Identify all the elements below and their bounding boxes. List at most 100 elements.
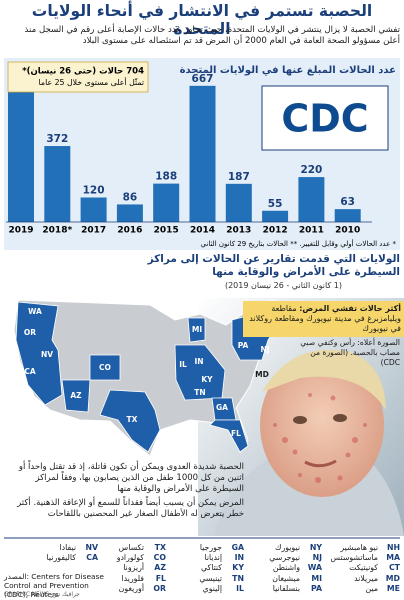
source: المصدر: Centers for Disease Control and … [4, 572, 104, 599]
state-code: TN [232, 573, 244, 583]
state-name: واشنطن [272, 563, 300, 573]
data-label: 372 [46, 133, 68, 145]
state-code: NH [386, 543, 400, 552]
state-name: تينيسي [199, 573, 222, 583]
state-name: بنسلفانيا [272, 583, 300, 593]
x-tick-label: 2019 [8, 226, 33, 236]
state-code: GA [231, 543, 244, 552]
data-label: 86 [123, 191, 138, 203]
map-label: NJ [260, 345, 269, 354]
logo-box [261, 85, 389, 151]
photo-caption: الصورة أعلاه: رأس وكتفي صبي مصاب بالحصبة… [300, 338, 400, 367]
chart-title: عدد الحالات المبلغ عنها في الولايات المت… [180, 65, 396, 76]
footnote: * عدد الحالات أولي وقابل للتغيير. ** الح… [201, 239, 397, 248]
outbreak-box: أكثر حالات تفشي المرض: مقاطعة ويليامزبرغ… [243, 301, 404, 337]
state-name: إلينوي [202, 583, 222, 593]
state-name: جورجيا [199, 543, 222, 552]
state-name: نيوجرسي [269, 553, 300, 563]
bar [189, 85, 216, 222]
bar [262, 210, 289, 222]
state-code: IN [234, 553, 244, 563]
data-label: 120 [83, 185, 105, 197]
state-code: MI [311, 573, 322, 583]
paragraph: المرض يمكن أن يسبب أيضاً فقداناً للسمع أ… [17, 498, 244, 519]
state-name: تكساس [118, 543, 144, 552]
state-code: NJ [312, 553, 322, 563]
state-name: نيويورك [275, 543, 300, 552]
map-label: NV [41, 350, 53, 359]
data-label: 667 [192, 73, 214, 85]
map-label: CO [99, 363, 111, 372]
data-label: 63 [340, 196, 355, 208]
bar [153, 183, 180, 222]
x-tick-label: 2010 [335, 226, 360, 236]
state-code: CA [86, 553, 98, 563]
state-name: كونيتيكت [349, 563, 378, 573]
data-label: 55 [268, 198, 283, 210]
map-label: PA [238, 341, 249, 350]
state-name: نيفادا [59, 543, 76, 552]
map-label: MI [192, 325, 202, 334]
bar [225, 183, 252, 222]
bar [80, 197, 107, 222]
bar [334, 209, 361, 222]
us-map [13, 299, 287, 457]
state-code: OR [153, 583, 166, 593]
paragraph: الحصبة شديدة العدوى ويمكن أن تكون قاتلة،… [18, 462, 244, 494]
bar [8, 78, 34, 223]
map-label: CA [24, 367, 36, 376]
state-name: كولورادو [116, 553, 144, 563]
callout-text: تمثّل أعلى مستوى خلال 25 عاما [39, 77, 144, 87]
bar [116, 204, 143, 222]
bar [298, 177, 325, 222]
x-tick-label: 2012 [263, 226, 288, 236]
map-label: GA [216, 403, 228, 412]
state-name: كاليفورنيا [46, 553, 76, 563]
x-tick-label: 2013 [226, 226, 251, 236]
state-name: نيو هامبشير [340, 543, 378, 552]
state-name: فلوريدا [121, 573, 144, 583]
x-tick-label: 2014 [190, 226, 215, 236]
map-label: MD [255, 370, 269, 379]
state-code: ME [386, 583, 400, 593]
map-title: الولايات التي قدمت تقارير عن الحالات إلى… [147, 253, 400, 278]
x-tick-label: 2018* [42, 226, 72, 236]
callout-box [7, 61, 149, 93]
outbreak-text: مقاطعة ويليامزبرغ في مدينة نيويورك ومقاط… [249, 304, 401, 333]
state-name: مين [365, 583, 378, 593]
body-text: الحصبة شديدة العدوى ويمكن أن تكون قاتلة،… [4, 462, 244, 523]
state-name: أوريغون [118, 583, 144, 593]
state-code: WA [307, 563, 322, 573]
data-label: 220 [300, 164, 322, 176]
outbreak-title: أكثر حالات تفشي المرض: [299, 304, 401, 313]
state-code: TX [154, 543, 166, 552]
x-tick-label: 2015 [154, 226, 179, 236]
map-label: WA [28, 307, 42, 316]
state-name: إنديانا [204, 553, 222, 563]
state-code: IL [236, 583, 244, 593]
state-code: CO [153, 553, 166, 563]
data-label: 188 [155, 171, 177, 183]
state-code: CT [388, 563, 400, 573]
state-code: MD [385, 573, 400, 583]
map-label: FL [231, 429, 241, 438]
state-name: كنتاكي [200, 563, 222, 573]
x-tick-label: 2011 [299, 226, 324, 236]
title: الحصبة تستمر في الانتشار في أنحاء الولاي… [31, 2, 373, 38]
state-code: PA [310, 583, 322, 593]
state-name: ميشيغان [272, 573, 300, 583]
map-label: TN [194, 388, 205, 397]
x-tick-label: 2016 [117, 226, 142, 236]
state-code: NV [85, 543, 98, 552]
state-code: NY [309, 543, 322, 552]
credit: GRAPHIC NEWS جرافيك نيوز [4, 592, 80, 598]
state-name: ميريلاند [354, 573, 378, 583]
bar [44, 146, 71, 222]
callout-text: 704 حالات (حتى 26 نيسان)* [22, 67, 144, 77]
map-label: OR [24, 328, 36, 337]
logo: CDC [281, 97, 368, 141]
map-label: TX [127, 415, 138, 424]
map-label: IN [194, 357, 203, 366]
